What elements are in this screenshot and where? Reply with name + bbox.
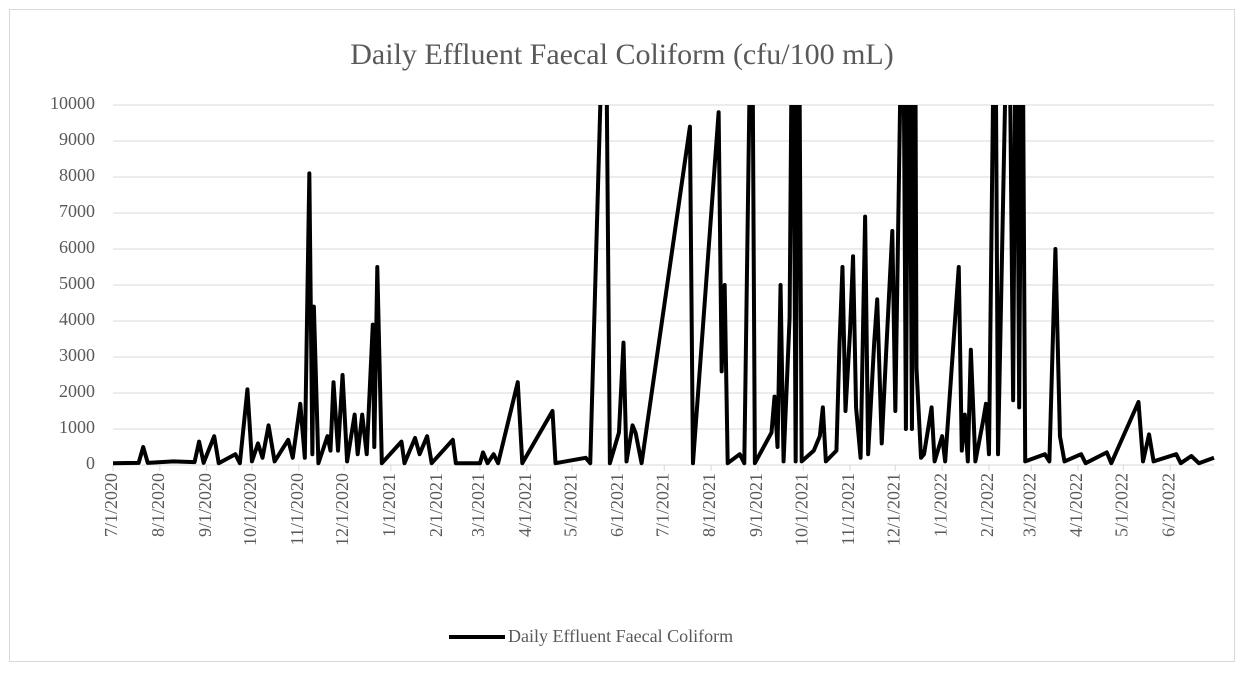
x-tick-label: 6/1/2022 (1158, 473, 1178, 537)
x-tick-label: 4/1/2021 (515, 473, 535, 537)
x-tick-label: 8/1/2021 (699, 473, 719, 537)
y-tick-label: 7000 (59, 201, 95, 221)
x-tick-label: 1/1/2022 (930, 473, 950, 537)
y-tick-label: 2000 (59, 381, 95, 401)
x-tick-label: 3/1/2021 (468, 473, 488, 537)
x-tick-label: 11/1/2021 (838, 473, 858, 545)
x-tick-label: 9/1/2021 (746, 473, 766, 537)
chart-frame (9, 9, 1235, 662)
x-tick-label: 2/1/2021 (426, 473, 446, 537)
y-tick-label: 6000 (59, 237, 95, 257)
y-tick-label: 0 (86, 453, 95, 473)
y-tick-label: 4000 (59, 309, 95, 329)
y-tick-label: 1000 (59, 417, 95, 437)
x-tick-label: 8/1/2020 (148, 473, 168, 537)
x-tick-label: 3/1/2022 (1019, 473, 1039, 537)
x-tick-label: 2/1/2022 (977, 473, 997, 537)
x-tick-label: 12/1/2020 (332, 473, 352, 546)
x-tick-label: 10/1/2020 (240, 473, 260, 546)
y-tick-label: 10000 (50, 93, 95, 113)
y-tick-label: 9000 (59, 129, 95, 149)
x-tick-label: 7/1/2021 (652, 473, 672, 537)
x-tick-label: 9/1/2020 (195, 473, 215, 537)
x-tick-label: 6/1/2021 (607, 473, 627, 537)
legend-label: Daily Effluent Faecal Coliform (508, 626, 733, 646)
x-tick-label: 1/1/2021 (379, 473, 399, 537)
y-tick-label: 5000 (59, 273, 95, 293)
x-tick-label: 12/1/2021 (883, 473, 903, 546)
x-tick-label: 10/1/2021 (791, 473, 811, 546)
x-tick-label: 4/1/2022 (1066, 473, 1086, 537)
y-tick-label: 3000 (59, 345, 95, 365)
x-tick-label: 7/1/2020 (101, 473, 121, 537)
chart-title: Daily Effluent Faecal Coliform (cfu/100 … (350, 38, 893, 71)
data-line (112, 105, 1215, 466)
x-tick-label: 5/1/2021 (560, 473, 580, 537)
x-tick-label: 5/1/2022 (1112, 473, 1132, 537)
y-tick-label: 8000 (59, 165, 95, 185)
x-tick-label: 11/1/2020 (287, 473, 307, 545)
